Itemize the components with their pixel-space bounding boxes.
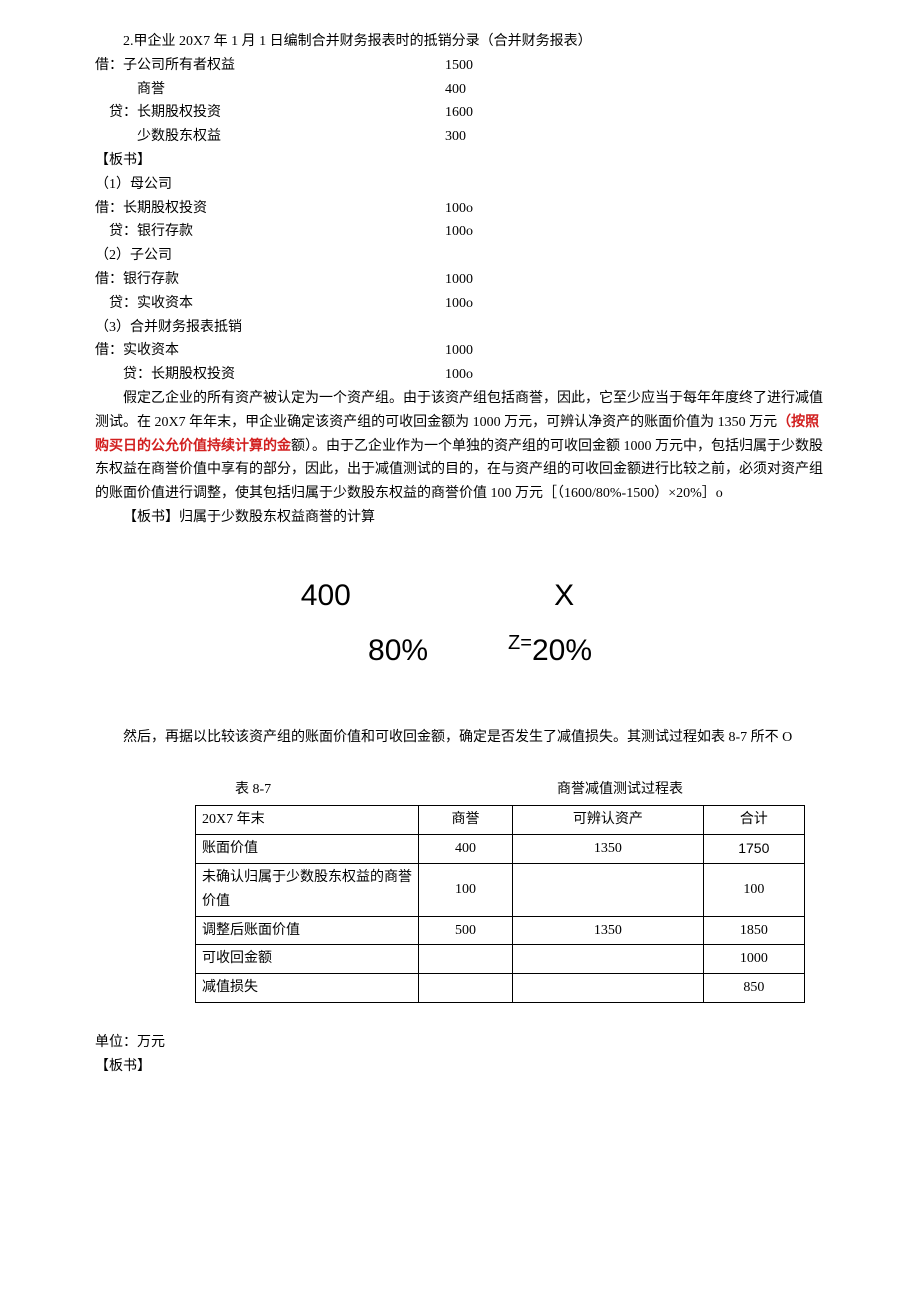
entry-amount: 1600 bbox=[445, 101, 473, 125]
entry-amount: 400 bbox=[445, 78, 466, 102]
formula-p2: 20% bbox=[532, 625, 632, 676]
entry-row: 贷：银行存款 100o bbox=[95, 220, 825, 244]
table-row: 减值损失 850 bbox=[196, 974, 805, 1003]
entry-row: 贷：长期股权投资 100o bbox=[95, 363, 825, 387]
entry-row: 借：子公司所有者权益1500 bbox=[95, 54, 825, 78]
entry-amount: 100o bbox=[445, 363, 473, 387]
board-note-3: 【板书】 bbox=[95, 1055, 825, 1079]
entry-amount: 1000 bbox=[445, 268, 473, 292]
entry-label: 贷：长期股权投资 bbox=[95, 101, 445, 125]
spacer bbox=[95, 750, 825, 768]
entry-label: 少数股东权益 bbox=[95, 125, 445, 149]
td: 账面价值 bbox=[196, 835, 419, 864]
entry-amount: 1000 bbox=[445, 339, 473, 363]
entry-label: 借：银行存款 bbox=[95, 268, 445, 292]
formula-p1: 80% bbox=[288, 625, 508, 676]
formula-row-2: 80%Z=20% bbox=[95, 625, 825, 676]
table-row: 账面价值 400 1350 1750 bbox=[196, 835, 805, 864]
section-1: （1）母公司 bbox=[95, 173, 825, 197]
td: 850 bbox=[703, 974, 804, 1003]
td: 可收回金额 bbox=[196, 945, 419, 974]
entry-row: 借：银行存款1000 bbox=[95, 268, 825, 292]
td: 1350 bbox=[513, 916, 704, 945]
unit-line: 单位：万元 bbox=[95, 1031, 825, 1055]
th: 20X7 年末 bbox=[196, 806, 419, 835]
journal-block-3: 借：银行存款1000 贷：实收资本 100o bbox=[95, 268, 825, 316]
th: 可辨认资产 bbox=[513, 806, 704, 835]
entry-amount: 100o bbox=[445, 292, 473, 316]
impairment-table: 20X7 年末 商誉 可辨认资产 合计 账面价值 400 1350 1750 未… bbox=[195, 805, 805, 1003]
th: 合计 bbox=[703, 806, 804, 835]
td: 400 bbox=[419, 835, 513, 864]
formula-n1: 400 bbox=[226, 570, 426, 621]
entry-amount: 100o bbox=[445, 220, 473, 244]
td bbox=[513, 863, 704, 916]
entry-row: 贷：实收资本 100o bbox=[95, 292, 825, 316]
board-note-2: 【板书】归属于少数股东权益商誉的计算 bbox=[95, 506, 825, 530]
journal-block-1: 借：子公司所有者权益1500 商誉400 贷：长期股权投资1600 少数股东权益… bbox=[95, 54, 825, 149]
entry-label: 借：子公司所有者权益 bbox=[95, 54, 445, 78]
formula-z: Z= bbox=[508, 626, 532, 660]
entry-row: 借：实收资本1000 bbox=[95, 339, 825, 363]
journal-block-4: 借：实收资本1000 贷：长期股权投资 100o bbox=[95, 339, 825, 387]
spacer bbox=[95, 1013, 825, 1031]
th: 商誉 bbox=[419, 806, 513, 835]
td: 调整后账面价值 bbox=[196, 916, 419, 945]
td: 未确认归属于少数股东权益的商誉价值 bbox=[196, 863, 419, 916]
entry-row: 少数股东权益 300 bbox=[95, 125, 825, 149]
journal-block-2: 借：长期股权投资100o 贷：银行存款 100o bbox=[95, 197, 825, 245]
section-3: （3）合并财务报表抵销 bbox=[95, 316, 825, 340]
td bbox=[513, 945, 704, 974]
td bbox=[419, 974, 513, 1003]
entry-row: 商誉400 bbox=[95, 78, 825, 102]
table-row: 调整后账面价值 500 1350 1850 bbox=[196, 916, 805, 945]
entry-label: 贷：长期股权投资 bbox=[95, 363, 445, 387]
td: 1750 bbox=[703, 835, 804, 864]
td: 1350 bbox=[513, 835, 704, 864]
td: 100 bbox=[703, 863, 804, 916]
td: 减值损失 bbox=[196, 974, 419, 1003]
table-caption: 表 8-7 商誉减值测试过程表 bbox=[195, 778, 805, 802]
entry-row: 贷：长期股权投资1600 bbox=[95, 101, 825, 125]
board-note-1: 【板书】 bbox=[95, 149, 825, 173]
entry-label: 贷：实收资本 bbox=[95, 292, 445, 316]
entry-label: 商誉 bbox=[95, 78, 445, 102]
entry-amount: 1500 bbox=[445, 54, 473, 78]
formula-block: 400 X 80%Z=20% bbox=[95, 570, 825, 676]
entry-label: 贷：银行存款 bbox=[95, 220, 445, 244]
table-row: 可收回金额 1000 bbox=[196, 945, 805, 974]
paragraph-2: 然后，再据以比较该资产组的账面价值和可收回金额，确定是否发生了减值损失。其测试过… bbox=[95, 726, 825, 750]
formula-row-1: 400 X bbox=[95, 570, 825, 621]
entry-row: 借：长期股权投资100o bbox=[95, 197, 825, 221]
title-line: 2.甲企业 20X7 年 1 月 1 日编制合并财务报表时的抵销分录（合并财务报… bbox=[95, 30, 825, 54]
section-2: （2）子公司 bbox=[95, 244, 825, 268]
entry-label: 借：实收资本 bbox=[95, 339, 445, 363]
td: 1000 bbox=[703, 945, 804, 974]
td: 100 bbox=[419, 863, 513, 916]
td: 1850 bbox=[703, 916, 804, 945]
table-header-row: 20X7 年末 商誉 可辨认资产 合计 bbox=[196, 806, 805, 835]
entry-label: 借：长期股权投资 bbox=[95, 197, 445, 221]
td bbox=[513, 974, 704, 1003]
td: 500 bbox=[419, 916, 513, 945]
td bbox=[419, 945, 513, 974]
table-row: 未确认归属于少数股东权益的商誉价值 100 100 bbox=[196, 863, 805, 916]
table-caption-center: 商誉减值测试过程表 bbox=[435, 778, 805, 802]
para1-text-a: 假定乙企业的所有资产被认定为一个资产组。由于该资产组包括商誉，因此，它至少应当于… bbox=[95, 391, 823, 430]
table-caption-left: 表 8-7 bbox=[195, 778, 435, 802]
paragraph-1: 假定乙企业的所有资产被认定为一个资产组。由于该资产组包括商誉，因此，它至少应当于… bbox=[95, 387, 825, 506]
document-page: 2.甲企业 20X7 年 1 月 1 日编制合并财务报表时的抵销分录（合并财务报… bbox=[0, 0, 920, 1139]
formula-n2: X bbox=[434, 570, 694, 621]
entry-amount: 100o bbox=[445, 197, 473, 221]
table-wrap: 表 8-7 商誉减值测试过程表 20X7 年末 商誉 可辨认资产 合计 账面价值… bbox=[195, 778, 825, 1003]
entry-amount: 300 bbox=[445, 125, 466, 149]
